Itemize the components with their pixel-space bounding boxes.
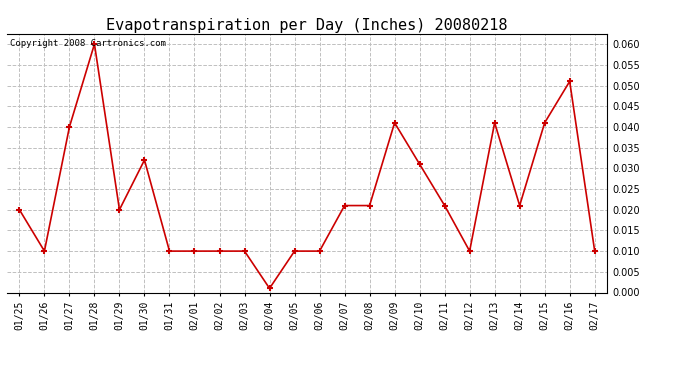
- Title: Evapotranspiration per Day (Inches) 20080218: Evapotranspiration per Day (Inches) 2008…: [106, 18, 508, 33]
- Text: Copyright 2008 Cartronics.com: Copyright 2008 Cartronics.com: [10, 39, 166, 48]
